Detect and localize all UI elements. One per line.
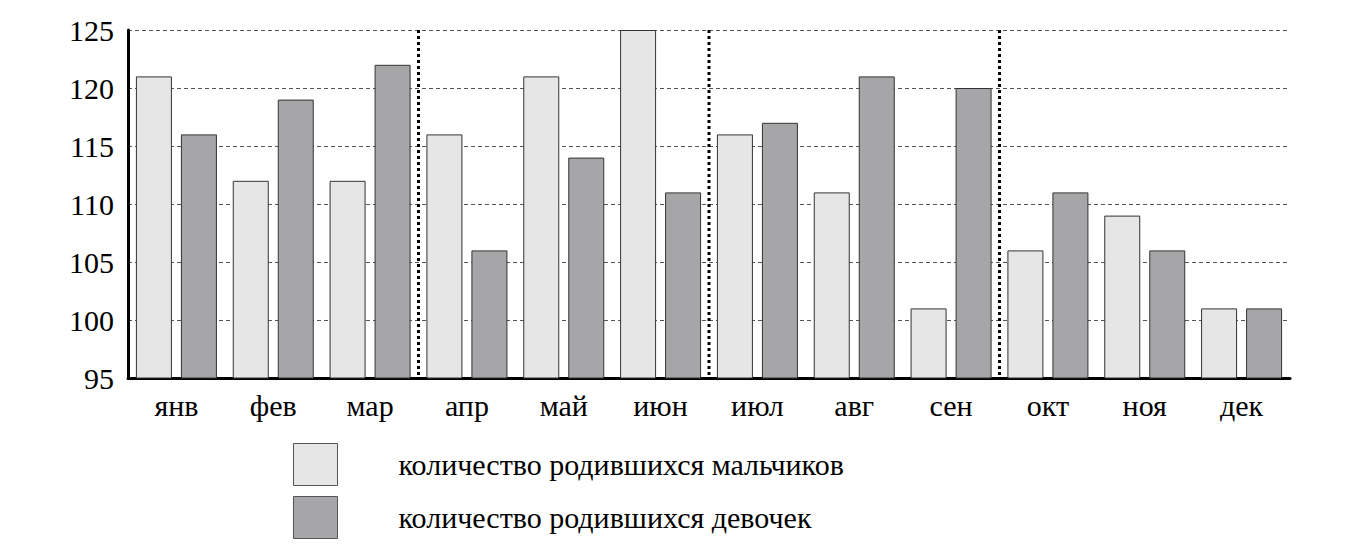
svg-text:фев: фев: [250, 389, 297, 422]
svg-text:дек: дек: [1220, 389, 1264, 422]
svg-text:100: 100: [69, 304, 114, 337]
svg-text:июл: июл: [731, 389, 784, 422]
svg-text:авг: авг: [834, 389, 874, 422]
svg-text:июн: июн: [633, 389, 688, 422]
svg-text:сен: сен: [930, 389, 973, 422]
svg-text:105: 105: [69, 246, 114, 279]
svg-text:мар: мар: [347, 389, 394, 422]
svg-text:окт: окт: [1027, 389, 1069, 422]
svg-text:ноя: ноя: [1123, 389, 1167, 422]
svg-text:125: 125: [69, 14, 114, 47]
svg-text:количество родившихся мальчико: количество родившихся мальчиков: [399, 448, 844, 481]
svg-text:95: 95: [84, 362, 114, 395]
svg-text:количество родившихся девочек: количество родившихся девочек: [399, 501, 812, 534]
svg-text:май: май: [540, 389, 588, 422]
svg-text:120: 120: [69, 72, 114, 105]
svg-text:янв: янв: [154, 389, 198, 422]
svg-text:110: 110: [70, 188, 114, 221]
svg-text:115: 115: [70, 130, 114, 163]
svg-text:апр: апр: [445, 389, 489, 422]
